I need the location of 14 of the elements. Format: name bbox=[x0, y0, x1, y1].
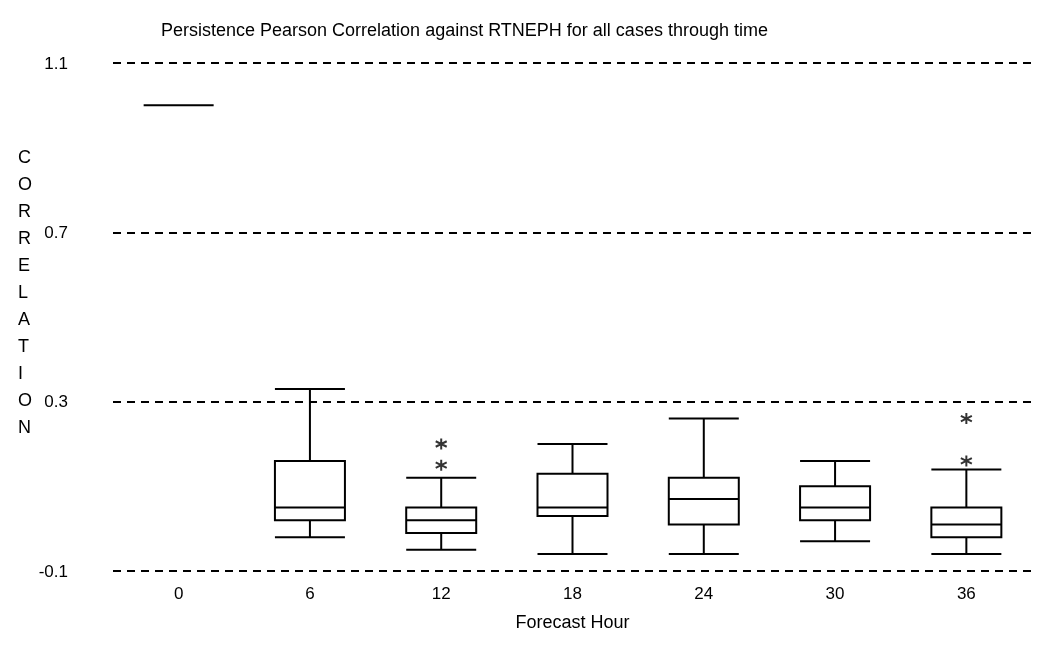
y-tick-label: -0.1 bbox=[38, 561, 68, 581]
y-tick-label: 0.3 bbox=[44, 392, 68, 412]
x-tick-label: 30 bbox=[825, 584, 845, 603]
text: CORRELATION bbox=[18, 146, 33, 437]
x-tick-label: 24 bbox=[694, 584, 714, 603]
x-tick-label: 12 bbox=[431, 584, 451, 603]
chart-title: Persistence Pearson Correlation against RTNEPH for all cases through time bbox=[161, 20, 768, 40]
x-tick-label: 36 bbox=[956, 584, 976, 603]
x-tick-label: 18 bbox=[563, 584, 582, 603]
x-tick-label: 0 bbox=[173, 584, 184, 603]
y-tick-label: 1.1 bbox=[44, 53, 68, 73]
x-tick-label: 6 bbox=[305, 584, 315, 603]
y-tick-label: 0.7 bbox=[44, 222, 68, 242]
x-axis-title: Forecast Hour bbox=[515, 612, 630, 632]
